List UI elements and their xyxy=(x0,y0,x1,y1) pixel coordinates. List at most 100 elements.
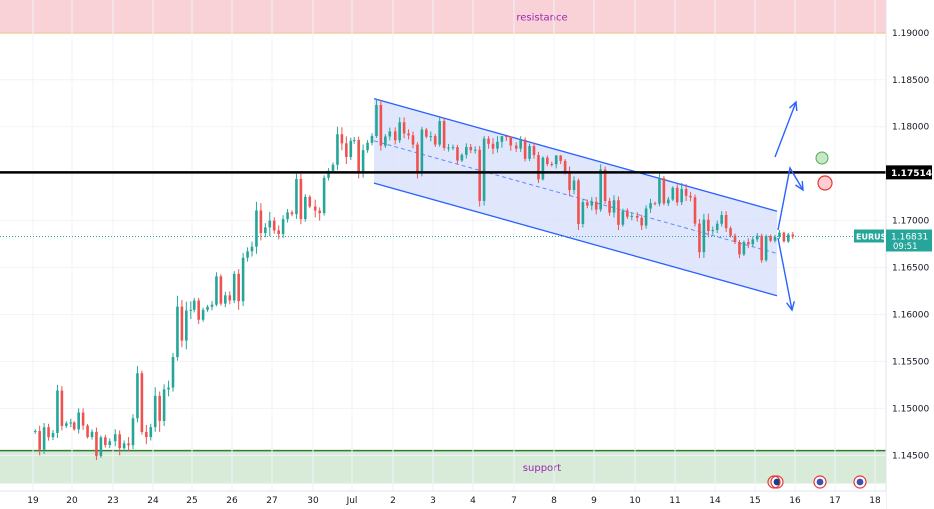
candle[interactable] xyxy=(185,301,188,350)
candle[interactable] xyxy=(653,201,657,206)
candle[interactable] xyxy=(189,301,193,320)
candle[interactable] xyxy=(680,183,683,206)
candle[interactable] xyxy=(675,184,679,206)
candle[interactable] xyxy=(171,353,175,392)
candle[interactable] xyxy=(640,214,643,231)
candle[interactable] xyxy=(86,424,89,439)
candle[interactable] xyxy=(277,225,280,240)
candle[interactable] xyxy=(729,226,732,238)
candle[interactable] xyxy=(327,168,330,181)
candle[interactable] xyxy=(689,191,692,202)
candle[interactable] xyxy=(393,127,397,145)
candle[interactable] xyxy=(140,370,144,435)
candle[interactable] xyxy=(131,414,135,450)
candle[interactable] xyxy=(738,239,741,259)
candle[interactable] xyxy=(496,136,499,153)
candle[interactable] xyxy=(733,233,737,245)
candle[interactable] xyxy=(644,205,648,229)
candle[interactable] xyxy=(456,144,459,165)
candle[interactable] xyxy=(122,440,126,452)
candle[interactable] xyxy=(237,269,240,310)
candle[interactable] xyxy=(693,194,697,227)
candle[interactable] xyxy=(272,217,276,234)
candle[interactable] xyxy=(442,118,446,151)
candle[interactable] xyxy=(77,408,80,434)
candle[interactable] xyxy=(232,271,236,304)
candle[interactable] xyxy=(433,133,437,147)
candle[interactable] xyxy=(145,424,148,445)
key-level-badge[interactable]: 1.17514 xyxy=(886,165,932,180)
candle[interactable] xyxy=(747,238,750,249)
candle[interactable] xyxy=(246,247,249,262)
candle[interactable] xyxy=(259,203,263,241)
candle[interactable] xyxy=(384,134,387,149)
candle[interactable] xyxy=(318,207,321,221)
candle[interactable] xyxy=(523,137,527,162)
candle[interactable] xyxy=(577,178,580,231)
candle[interactable] xyxy=(482,136,486,206)
candle[interactable] xyxy=(90,429,94,440)
candle[interactable] xyxy=(702,213,706,258)
candle[interactable] xyxy=(621,208,625,227)
candle[interactable] xyxy=(528,143,531,162)
candle[interactable] xyxy=(460,153,464,163)
candle[interactable] xyxy=(65,421,68,428)
candle[interactable] xyxy=(537,151,540,184)
candle[interactable] xyxy=(707,213,710,238)
candle[interactable] xyxy=(438,117,441,147)
candle[interactable] xyxy=(487,136,490,149)
candle[interactable] xyxy=(791,232,795,239)
candle[interactable] xyxy=(56,384,59,438)
candle[interactable] xyxy=(379,100,383,151)
candle[interactable] xyxy=(769,234,772,243)
candle[interactable] xyxy=(608,197,611,216)
candle[interactable] xyxy=(42,423,46,454)
candle[interactable] xyxy=(201,307,205,322)
candle[interactable] xyxy=(465,143,468,159)
candle[interactable] xyxy=(581,198,585,228)
candle[interactable] xyxy=(313,199,317,218)
candle[interactable] xyxy=(255,201,258,254)
candle[interactable] xyxy=(136,366,139,423)
candle[interactable] xyxy=(47,423,50,441)
candle[interactable] xyxy=(550,161,554,167)
candle[interactable] xyxy=(420,126,424,177)
candle[interactable] xyxy=(38,425,41,456)
candle[interactable] xyxy=(787,232,790,243)
candle[interactable] xyxy=(224,291,227,308)
candle[interactable] xyxy=(760,233,763,263)
candle[interactable] xyxy=(586,199,589,209)
candle[interactable] xyxy=(366,140,369,153)
y-axis[interactable]: 1.190001.185001.180001.175001.170001.165… xyxy=(854,0,934,509)
candle[interactable] xyxy=(228,291,232,305)
candle[interactable] xyxy=(478,145,481,207)
candle[interactable] xyxy=(514,142,518,152)
candle[interactable] xyxy=(340,127,344,151)
candle[interactable] xyxy=(667,196,670,207)
candle[interactable] xyxy=(612,195,616,218)
candle[interactable] xyxy=(304,194,307,222)
candle[interactable] xyxy=(72,421,76,431)
candle[interactable] xyxy=(532,142,536,159)
candle[interactable] xyxy=(308,195,312,209)
candle[interactable] xyxy=(81,408,85,430)
candle[interactable] xyxy=(349,137,353,161)
candle[interactable] xyxy=(352,136,356,144)
candle[interactable] xyxy=(469,144,473,154)
candle[interactable] xyxy=(594,196,598,215)
candle[interactable] xyxy=(572,176,576,195)
candle[interactable] xyxy=(630,212,634,221)
candle[interactable] xyxy=(153,387,157,432)
candle[interactable] xyxy=(411,131,415,149)
candle[interactable] xyxy=(402,117,406,139)
candle[interactable] xyxy=(671,186,675,202)
x-axis[interactable]: 19 20 23 24 25 26 27 30 Jul 2 3 4 7 8 9 10 11 14 15 16 17 18 xyxy=(0,490,886,509)
candle[interactable] xyxy=(698,218,701,259)
candle[interactable] xyxy=(375,98,378,138)
candle[interactable] xyxy=(162,384,166,427)
candle[interactable] xyxy=(590,197,594,211)
candle[interactable] xyxy=(95,427,98,461)
candle[interactable] xyxy=(113,429,117,447)
candle[interactable] xyxy=(782,231,786,243)
